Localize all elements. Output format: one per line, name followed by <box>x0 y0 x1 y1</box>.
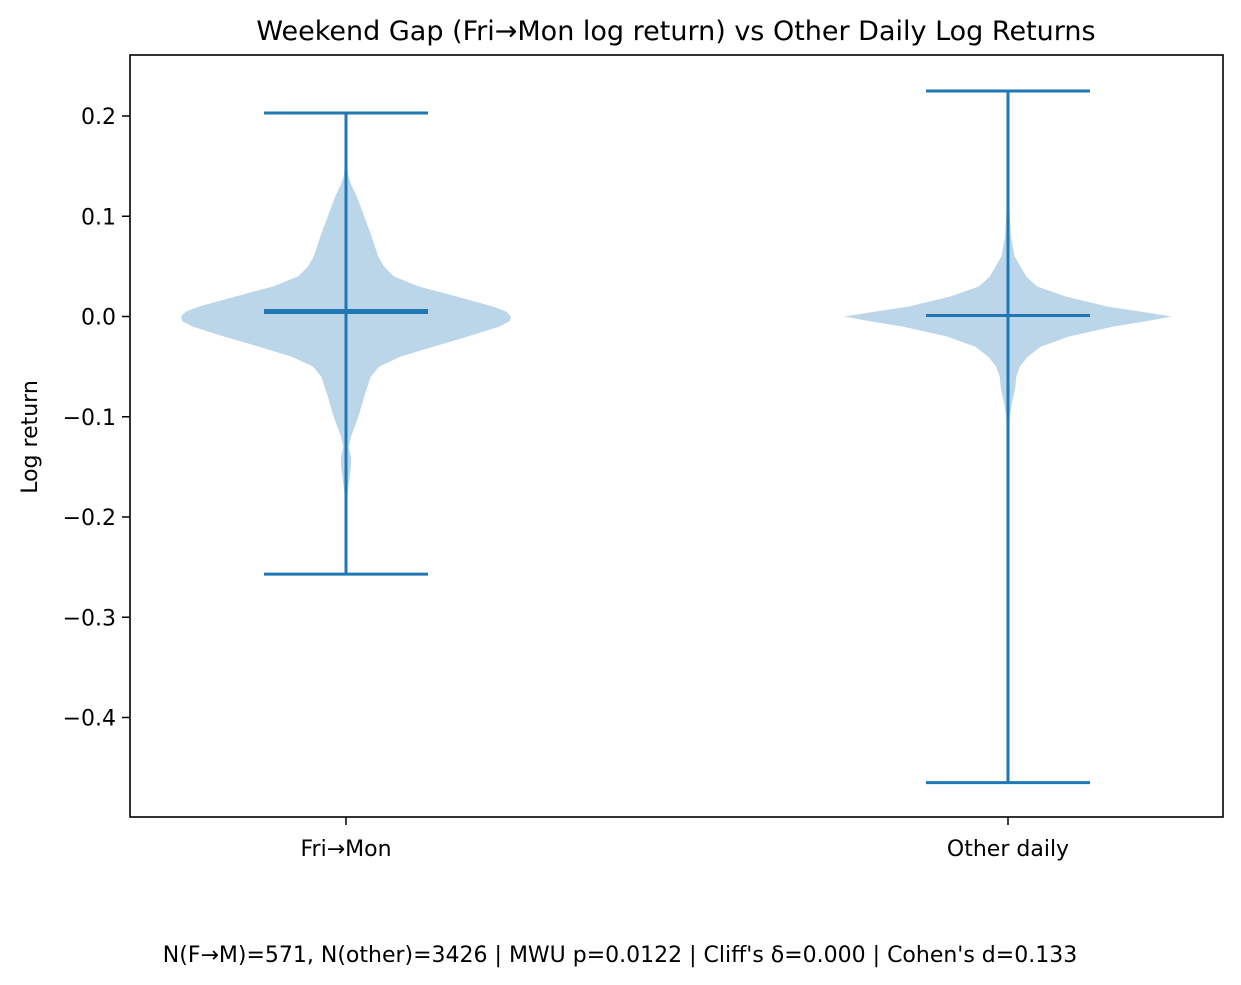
y-tick-label: 0.1 <box>81 205 116 230</box>
x-tick-label: Other daily <box>947 837 1069 862</box>
y-axis-label: Log return <box>18 380 43 494</box>
x-tick-label: Fri→Mon <box>300 837 391 862</box>
y-tick-label: −0.2 <box>63 506 116 531</box>
stats-footer: N(F→M)=571, N(other)=3426 | MWU p=0.0122… <box>163 943 1077 968</box>
x-axis: Fri→Mon Other daily <box>300 817 1069 862</box>
violin-markers-layer <box>264 89 1090 785</box>
y-tick-label: −0.1 <box>63 406 116 431</box>
y-tick-label: −0.3 <box>63 606 116 631</box>
y-tick-label: 0.0 <box>81 306 116 331</box>
y-axis: 0.2 0.1 0.0 −0.1 −0.2 −0.3 −0.4 <box>63 105 130 732</box>
plot-area-frame <box>129 54 1224 818</box>
y-tick-label: −0.4 <box>63 707 116 732</box>
y-tick-label: 0.2 <box>81 105 116 130</box>
chart-title: Weekend Gap (Fri→Mon log return) vs Othe… <box>256 16 1095 47</box>
